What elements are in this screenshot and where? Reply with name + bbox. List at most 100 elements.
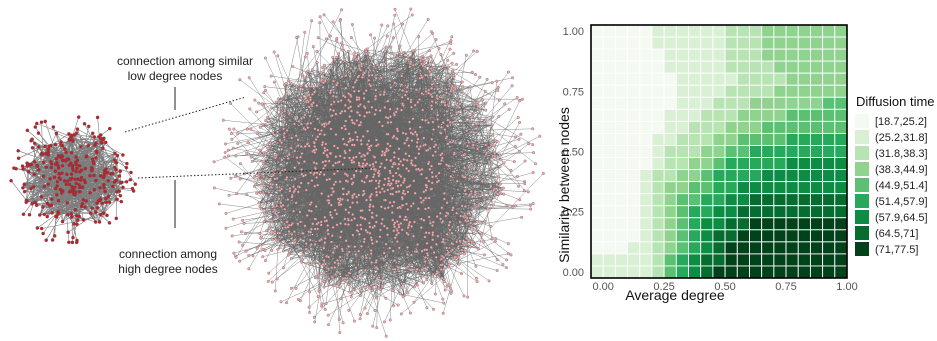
network-node — [277, 225, 281, 229]
network-node — [446, 118, 450, 122]
network-node — [133, 182, 138, 186]
heatmap-cell — [639, 265, 653, 279]
heatmap-cell — [590, 169, 604, 183]
network-node — [393, 259, 396, 262]
network-node — [389, 66, 392, 70]
heatmap-cell — [675, 265, 689, 279]
network-node — [313, 320, 317, 324]
network-node — [280, 220, 284, 224]
heatmap-cell — [627, 157, 641, 171]
network-node — [33, 125, 38, 129]
network-node — [44, 165, 49, 169]
heatmap-cell — [834, 60, 848, 74]
heatmap-cell — [749, 84, 763, 98]
network-node — [273, 208, 276, 212]
network-node — [52, 234, 57, 238]
network-node — [392, 151, 396, 155]
network-node — [332, 190, 336, 194]
network-node — [445, 232, 449, 236]
network-node — [292, 122, 296, 126]
network-node — [42, 212, 47, 217]
heatmap-cell — [736, 48, 750, 62]
network-node — [280, 193, 284, 197]
network-node — [128, 178, 133, 182]
network-node — [464, 219, 468, 222]
network-node — [416, 167, 420, 171]
heatmap-cell — [822, 217, 836, 231]
network-node — [404, 215, 408, 219]
heatmap-cell — [797, 169, 811, 183]
network-node — [436, 113, 440, 117]
network-node — [262, 186, 266, 190]
network-node — [49, 165, 54, 170]
heatmap-cell — [675, 145, 689, 158]
network-node — [437, 171, 441, 175]
network-node — [482, 240, 486, 244]
network-node — [299, 116, 303, 120]
network-node — [468, 85, 472, 89]
network-node — [520, 215, 524, 219]
network-node — [352, 288, 355, 292]
heatmap-cell — [614, 157, 629, 171]
network-node — [16, 156, 21, 160]
network-node — [375, 326, 379, 330]
network-node — [462, 215, 465, 218]
network-node — [322, 122, 326, 126]
network-node — [321, 262, 325, 266]
network-node — [313, 184, 317, 188]
network-node — [358, 113, 362, 117]
network-node — [374, 88, 378, 92]
network-node — [397, 231, 400, 235]
heatmap-cell — [797, 205, 811, 219]
network-node — [232, 127, 236, 131]
network-node — [234, 255, 238, 259]
network-node — [429, 93, 433, 96]
network-node — [375, 240, 379, 244]
network-node — [466, 144, 469, 148]
network-node — [327, 159, 331, 163]
heatmap-cell — [700, 229, 714, 243]
heatmap-cell — [761, 181, 775, 195]
network-node — [348, 74, 352, 78]
heatmap-cell — [651, 132, 665, 146]
heatmap-cell — [700, 24, 714, 38]
network-node — [382, 183, 386, 187]
heatmap-cell — [809, 72, 824, 86]
heatmap-cell — [773, 24, 787, 38]
network-node — [29, 186, 33, 191]
network-node — [258, 205, 262, 208]
network-node — [431, 120, 435, 124]
heatmap-cell — [614, 120, 629, 134]
network-node — [504, 266, 508, 270]
annotation-low-degree-line2: low degree nodes — [128, 69, 223, 83]
network-node — [31, 185, 36, 189]
heatmap-cell — [614, 217, 629, 231]
network-node — [310, 102, 314, 106]
network-node — [334, 161, 338, 165]
network-node — [332, 172, 336, 176]
network-node — [396, 184, 400, 188]
network-node — [293, 240, 297, 244]
network-node — [437, 125, 441, 129]
network-node — [392, 22, 396, 26]
network-node — [490, 81, 494, 85]
network-node — [406, 190, 410, 194]
network-node — [388, 169, 392, 173]
network-node — [369, 249, 373, 252]
network-node — [371, 204, 375, 208]
network-node — [491, 203, 495, 207]
heatmap-cell — [700, 241, 714, 255]
network-node — [351, 138, 355, 142]
heatmap-cell — [809, 145, 824, 158]
heatmap-cell — [627, 48, 641, 62]
network-node — [118, 194, 123, 198]
network-node — [339, 203, 343, 207]
network-node — [108, 126, 112, 131]
network-node — [351, 85, 355, 89]
network-node — [248, 107, 252, 111]
network-node — [239, 230, 243, 234]
network-node — [348, 277, 352, 281]
heatmap-cell — [822, 169, 836, 183]
network-node — [259, 190, 262, 194]
network-node — [416, 137, 420, 141]
